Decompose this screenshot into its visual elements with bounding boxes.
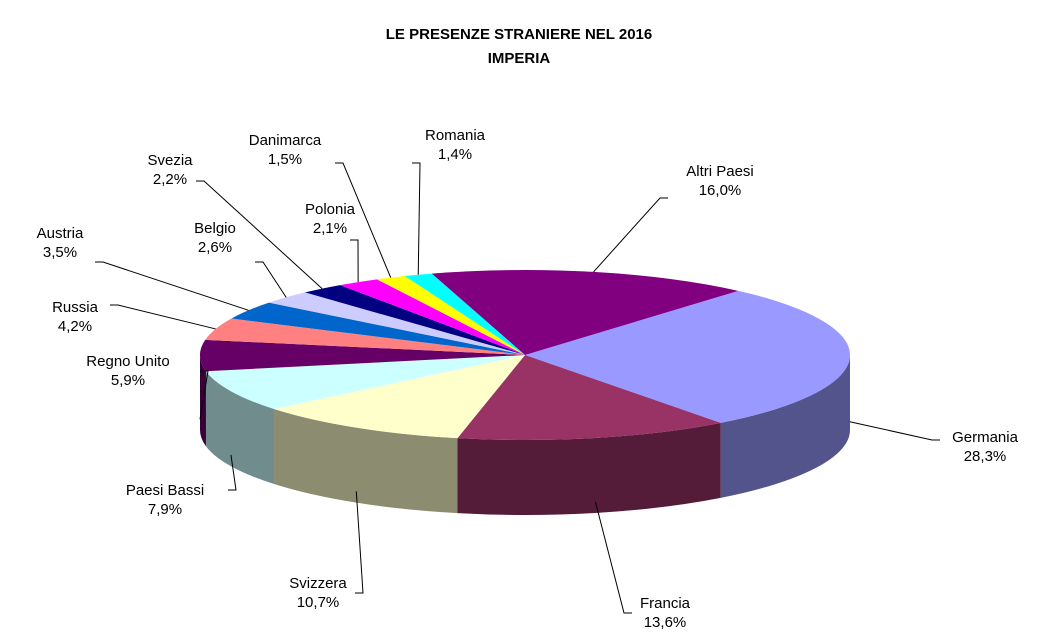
slice-value-label: 10,7% [297, 594, 340, 611]
leader-line [255, 261, 287, 298]
slice-value-label: 2,2% [153, 171, 187, 188]
slice-top [340, 279, 525, 355]
slice [205, 355, 526, 485]
leader-line [335, 162, 392, 278]
slice-label: Belgio [194, 220, 236, 237]
slice-label: Altri Paesi [686, 163, 754, 180]
leader-line [196, 180, 323, 289]
slice-top [274, 355, 525, 439]
slice-top [205, 355, 526, 410]
leader-line [228, 454, 237, 491]
slice-value-label: 4,2% [58, 318, 92, 335]
slice-value-label: 13,6% [644, 614, 687, 631]
chart-title: LE PRESENZE STRANIERE NEL 2016 [386, 26, 652, 43]
slice-value-label: 3,5% [43, 244, 77, 261]
slice [431, 270, 739, 355]
slice-top [268, 292, 525, 355]
slice [305, 285, 525, 355]
leader-line [412, 162, 421, 275]
slice-top [457, 355, 721, 441]
slice [231, 302, 525, 355]
slice-top [305, 285, 525, 355]
slice-label: Russia [52, 299, 99, 316]
slice-value-label: 5,9% [111, 372, 145, 389]
slice-label: Polonia [305, 201, 356, 218]
slice-top [431, 270, 739, 355]
slice-value-label: 7,9% [148, 501, 182, 518]
slice-top [404, 273, 525, 355]
slice-label: Svezia [147, 152, 193, 169]
slice-value-label: 16,0% [699, 182, 742, 199]
slice [205, 318, 525, 355]
leader-line [355, 491, 364, 594]
slice-label: Danimarca [249, 132, 322, 149]
slice-top [376, 276, 525, 355]
slice [457, 355, 721, 515]
slice-value-label: 2,6% [198, 239, 232, 256]
leader-line [849, 421, 940, 441]
slice-top [525, 290, 851, 423]
slice-top [205, 318, 525, 355]
slice-label: Svizzera [289, 575, 347, 592]
leader-line [350, 239, 359, 283]
chart-subtitle: IMPERIA [488, 50, 551, 67]
slice [274, 355, 525, 514]
slice-top [231, 302, 525, 355]
slice-label: Austria [37, 225, 84, 242]
slice-label: Regno Unito [86, 353, 169, 370]
slice-side [720, 355, 850, 498]
slice-side [457, 422, 721, 515]
slice-side [274, 409, 458, 514]
slice [376, 276, 525, 355]
slice-top [200, 339, 525, 372]
leader-line [110, 304, 216, 330]
slice-value-label: 2,1% [313, 220, 347, 237]
slice-label: Francia [640, 595, 691, 612]
slice [340, 279, 525, 355]
slice [268, 292, 525, 355]
slice-label: Paesi Bassi [126, 482, 204, 499]
leader-line [593, 197, 668, 273]
slice-side [205, 371, 275, 485]
slice [404, 273, 525, 355]
leader-line [95, 261, 249, 311]
slice-value-label: 28,3% [964, 448, 1007, 465]
slice [525, 290, 851, 498]
slice-value-label: 1,4% [438, 146, 472, 163]
slice-label: Romania [425, 127, 486, 144]
leader-line [594, 501, 632, 614]
leader-line [199, 370, 209, 420]
slice-value-label: 1,5% [268, 151, 302, 168]
slice-label: Germania [952, 429, 1019, 446]
